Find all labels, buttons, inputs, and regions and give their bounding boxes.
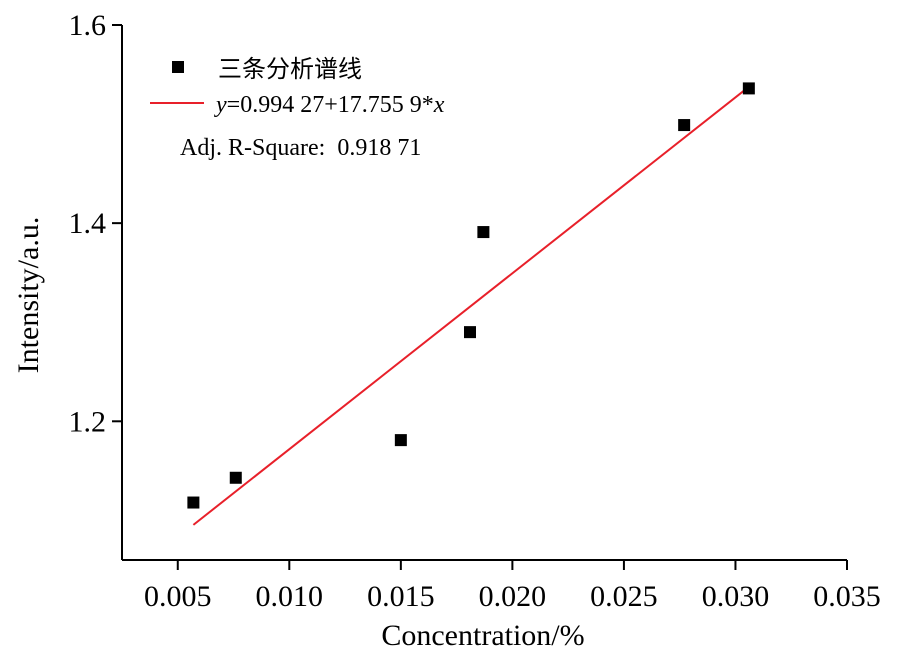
y-tick-label: 1.2 xyxy=(69,405,107,438)
x-ticks: 0.005 0.010 0.015 0.020 0.025 0.030 0.035 xyxy=(144,560,881,613)
x-tick-label: 0.030 xyxy=(702,580,770,613)
legend-fit-x: x xyxy=(433,92,445,118)
data-point xyxy=(394,434,407,447)
legend-marker-square xyxy=(172,61,184,73)
data-points xyxy=(187,82,755,509)
legend-fit-equation: y=0.994 27+17.755 9*x xyxy=(214,92,445,118)
x-tick-label: 0.010 xyxy=(256,580,324,613)
x-axis-label: Concentration/% xyxy=(381,619,584,652)
x-tick-label: 0.005 xyxy=(144,580,212,613)
y-tick-label: 1.4 xyxy=(69,207,107,240)
adj-r-square-annotation: Adj. R-Square: 0.918 71 xyxy=(180,135,421,161)
y-axis-label: Intensity/a.u. xyxy=(12,217,45,374)
data-point xyxy=(742,82,755,95)
legend-fit-eq: =0.994 27+17.755 9* xyxy=(227,92,434,118)
fit-line xyxy=(192,86,750,526)
y-ticks: 1.2 1.4 1.6 xyxy=(69,9,122,438)
x-tick-label: 0.015 xyxy=(367,580,435,613)
x-tick-label: 0.020 xyxy=(479,580,547,613)
data-point xyxy=(187,496,200,509)
y-tick-label: 1.6 xyxy=(69,9,107,42)
legend-fit-var: y xyxy=(214,92,227,118)
x-tick-label: 0.025 xyxy=(590,580,658,613)
data-point xyxy=(678,119,691,132)
data-point xyxy=(477,226,490,239)
legend: 三条分析谱线 y=0.994 27+17.755 9*x Adj. R-Squa… xyxy=(150,56,445,161)
data-point xyxy=(229,471,242,484)
x-tick-label: 0.035 xyxy=(813,580,881,613)
axes: 0.005 0.010 0.015 0.020 0.025 0.030 0.035 1.21… xyxy=(69,9,881,613)
legend-series-label: 三条分析谱线 xyxy=(218,56,362,83)
data-point xyxy=(464,326,476,339)
